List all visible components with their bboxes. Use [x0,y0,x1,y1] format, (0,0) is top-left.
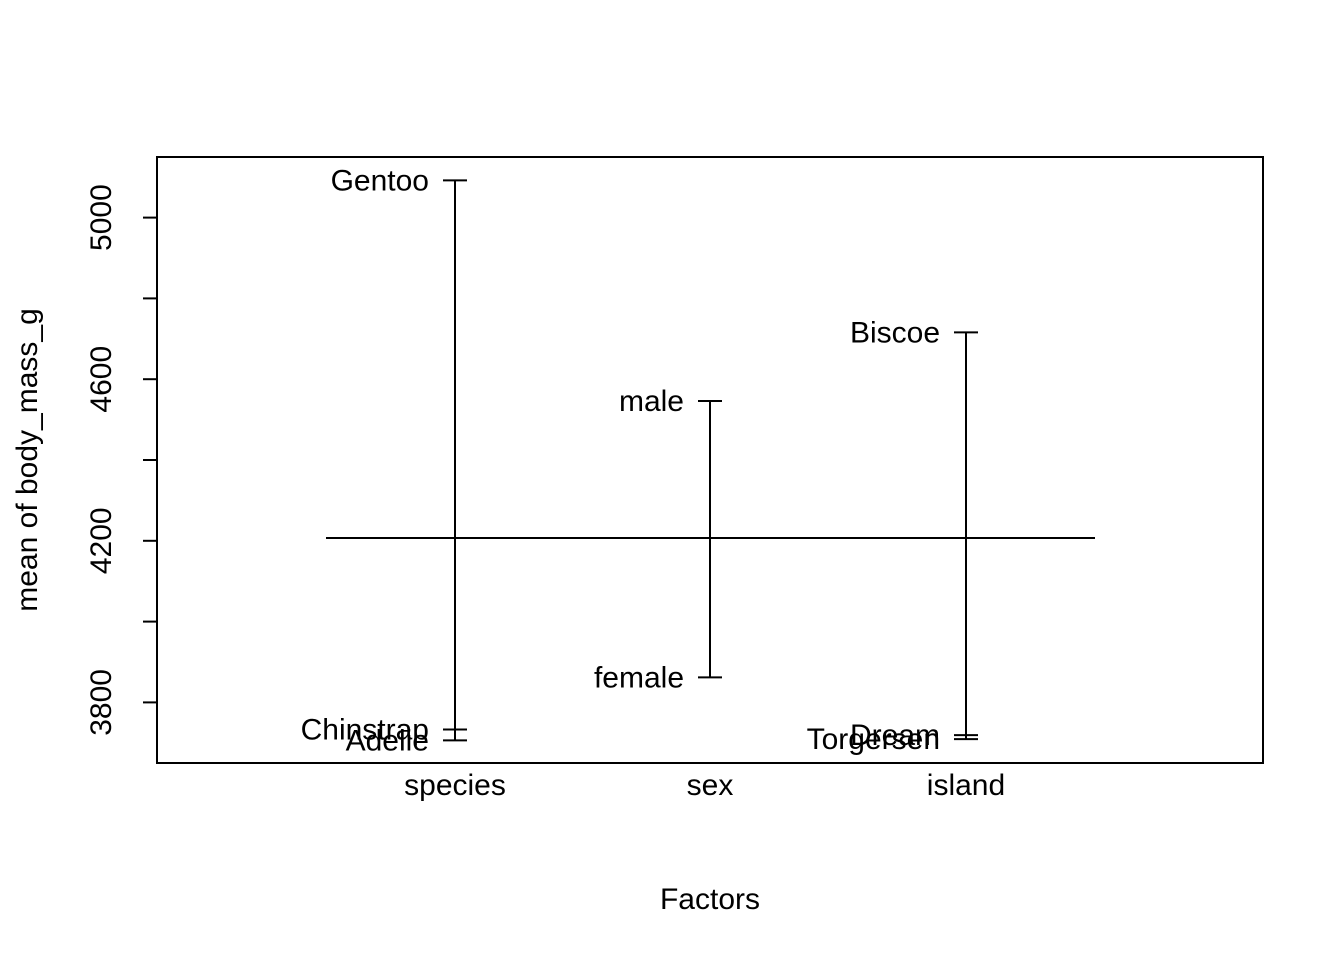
y-tick-label: 3800 [85,669,118,736]
level-label: Adelie [346,724,429,757]
level-label: female [594,661,684,694]
level-label: Dream [850,719,940,752]
x-axis: species sex island [404,769,1005,802]
level-label: Gentoo [331,164,429,197]
y-axis: 3800 4200 4600 5000 [85,184,158,736]
level-label: Chinstrap [301,713,429,746]
x-factor-label: sex [687,769,734,802]
level-label: male [619,385,684,418]
x-factor-label: species [404,769,506,802]
y-tick-label: 4200 [85,507,118,574]
x-factor-label: island [927,769,1005,802]
level-label: Biscoe [850,316,940,349]
y-tick-label: 4600 [85,346,118,413]
y-axis-title: mean of body_mass_g [11,308,44,612]
y-tick-label: 5000 [85,184,118,251]
level-label: Torgersen [807,723,940,756]
x-axis-title: Factors [660,883,760,916]
